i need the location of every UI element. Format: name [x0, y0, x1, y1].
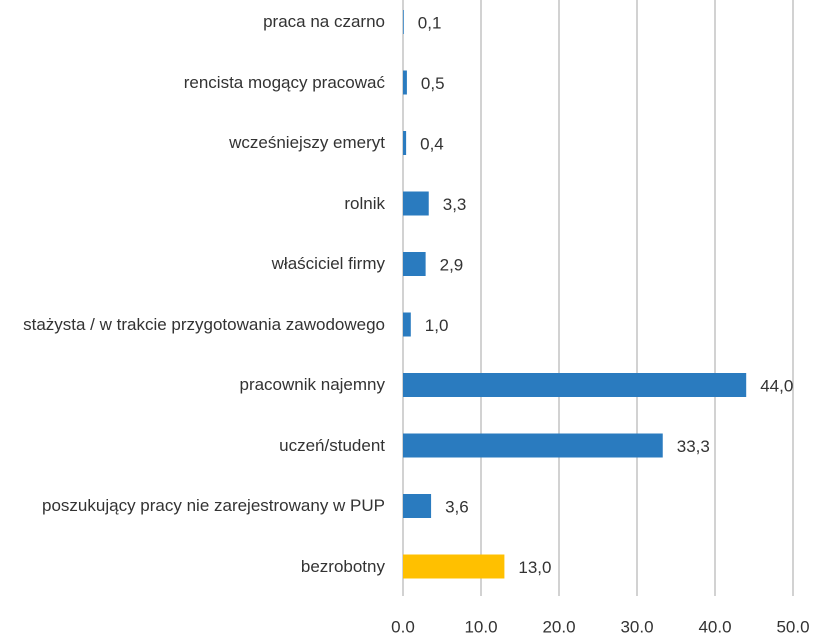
category-label: poszukujący pracy nie zarejestrowany w P… [42, 496, 385, 515]
category-label-box: wcześniejszy emeryt [0, 113, 385, 173]
bar [403, 70, 407, 95]
value-label: 0,5 [421, 74, 445, 93]
category-label: pracownik najemny [239, 375, 385, 394]
bar [403, 191, 429, 216]
value-label: 0,1 [418, 13, 442, 32]
value-label: 44,0 [760, 376, 793, 395]
bar [403, 433, 663, 458]
category-label: praca na czarno [263, 12, 385, 31]
bar [403, 373, 747, 397]
bar [403, 312, 411, 337]
value-label: 0,4 [420, 134, 444, 153]
x-tick-label: 0.0 [391, 617, 415, 634]
category-label: właściciel firmy [271, 254, 385, 273]
category-label-box: właściciel firmy [0, 234, 385, 294]
category-label-box: rencista mogący pracować [0, 53, 385, 113]
value-label: 1,0 [425, 316, 449, 335]
category-label: bezrobotny [300, 556, 385, 576]
category-label-box: poszukujący pracy nie zarejestrowany w P… [0, 476, 385, 536]
bar [403, 131, 407, 155]
category-label-box: bezrobotny [0, 537, 385, 597]
x-tick-label: 20.0 [542, 617, 575, 634]
category-label-box: pracownik najemny [0, 355, 385, 415]
category-label: rencista mogący pracować [183, 72, 385, 92]
category-label-box: praca na czarno [0, 0, 385, 52]
category-label: stażysta / w trakcie przygotowania zawod… [23, 314, 385, 334]
bar [403, 10, 404, 34]
category-label: wcześniejszy emeryt [229, 133, 385, 152]
x-tick-label: 10.0 [464, 617, 497, 634]
category-label-box: stażysta / w trakcie przygotowania zawod… [0, 295, 385, 355]
value-label: 2,9 [440, 255, 464, 274]
value-label: 3,6 [445, 497, 469, 516]
bar [403, 554, 505, 579]
category-label-box: rolnik [0, 174, 385, 234]
category-label: uczeń/student [279, 435, 385, 455]
x-tick-label: 50.0 [776, 617, 809, 634]
x-tick-label: 40.0 [698, 617, 731, 634]
category-label: rolnik [344, 193, 385, 213]
bar [403, 252, 426, 276]
value-label: 33,3 [677, 437, 710, 456]
value-label: 3,3 [443, 195, 467, 214]
bar [403, 494, 432, 518]
value-label: 13,0 [518, 558, 551, 577]
category-label-box: uczeń/student [0, 416, 385, 476]
x-tick-label: 30.0 [620, 617, 653, 634]
